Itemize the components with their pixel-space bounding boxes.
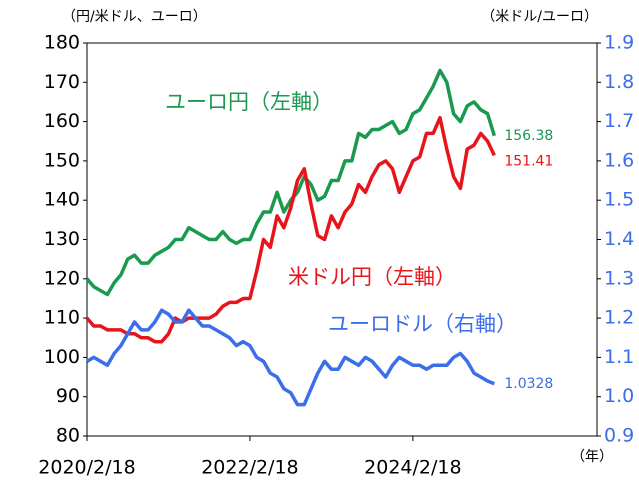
end-value-label: 1.0328 bbox=[504, 376, 553, 392]
line-series bbox=[85, 115, 496, 344]
annotation: ユーロ円（左軸） bbox=[165, 90, 333, 114]
y2-tick-label: 0.9 bbox=[604, 425, 634, 447]
line-series bbox=[85, 68, 496, 297]
y-tick-label: 110 bbox=[44, 307, 80, 329]
end-value-label: 151.41 bbox=[504, 153, 553, 169]
x-tick-label: 2022/2/18 bbox=[201, 457, 298, 479]
annotation: 米ドル円（左軸） bbox=[288, 265, 456, 289]
y-tick-label: 170 bbox=[44, 71, 80, 93]
y2-tick-label: 1.5 bbox=[604, 189, 634, 211]
y-tick-label: 130 bbox=[44, 228, 80, 250]
y-axis-label: （円/米ドル、ユーロ） bbox=[62, 9, 207, 25]
y2-axis-label: （米ドル/ユーロ） bbox=[481, 9, 598, 25]
x-tick-label: 2024/2/18 bbox=[364, 457, 461, 479]
y-tick-label: 180 bbox=[44, 32, 80, 54]
y-tick-label: 140 bbox=[44, 189, 80, 211]
y-tick-label: 150 bbox=[44, 149, 80, 171]
y2-tick-label: 1.4 bbox=[604, 228, 634, 250]
end-value-label: 156.38 bbox=[504, 128, 553, 144]
y2-tick-label: 1.2 bbox=[604, 307, 634, 329]
y2-tick-label: 1.9 bbox=[604, 32, 634, 54]
x-tick-label: 2020/2/18 bbox=[38, 457, 135, 479]
y2-tick-label: 1.3 bbox=[604, 267, 634, 289]
x-axis-label: （年） bbox=[571, 449, 613, 465]
line-series bbox=[86, 308, 495, 407]
y2-tick-label: 1.7 bbox=[604, 110, 634, 132]
y2-tick-label: 1.1 bbox=[604, 346, 634, 368]
y-tick-label: 120 bbox=[44, 267, 80, 289]
annotation: ユーロドル（右軸） bbox=[328, 312, 517, 336]
y-tick-label: 80 bbox=[56, 425, 80, 447]
y-tick-label: 100 bbox=[44, 346, 80, 368]
y-tick-label: 90 bbox=[56, 385, 80, 407]
y2-tick-label: 1.8 bbox=[604, 71, 634, 93]
y-tick-label: 160 bbox=[44, 110, 80, 132]
y2-tick-label: 1.0 bbox=[604, 385, 634, 407]
y2-tick-label: 1.6 bbox=[604, 149, 634, 171]
